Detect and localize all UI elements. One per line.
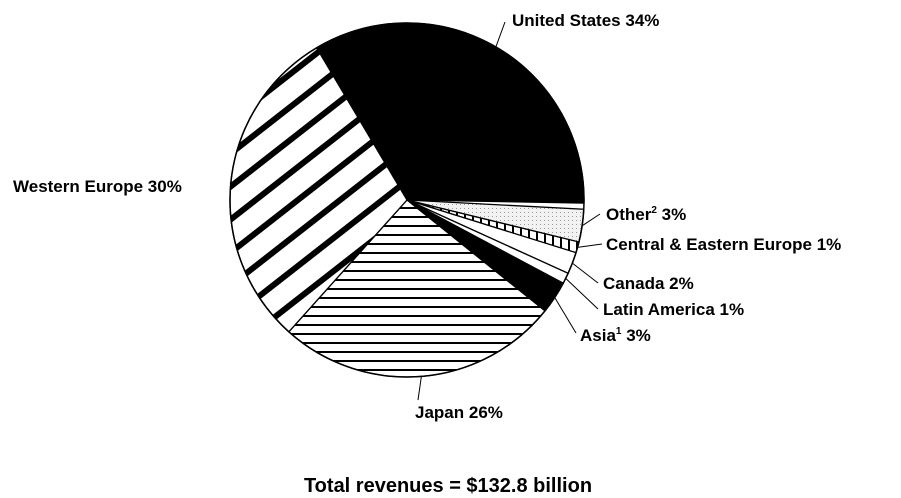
slice-label-other: Other2 3%: [606, 205, 686, 224]
slice-label-latin-america: Latin America 1%: [603, 300, 744, 319]
slice-label-us: United States 34%: [512, 11, 659, 30]
chart-caption: Total revenues = $132.8 billion: [304, 475, 592, 497]
pie-slices: [229, 22, 585, 378]
slice-label-western-europe: Western Europe 30%: [13, 177, 182, 196]
leader-line-cee: [577, 243, 603, 248]
leader-line-weurope: [229, 182, 232, 185]
leader-lines: [229, 21, 603, 401]
pie-outline: [229, 22, 585, 378]
slice-label-canada: Canada 2%: [603, 274, 694, 293]
slice-label-japan: Japan 26%: [415, 403, 503, 422]
leader-line-latam: [565, 277, 599, 310]
leader-line-us: [495, 21, 506, 48]
leader-line-other: [581, 213, 601, 227]
leader-line-japan: [417, 376, 422, 401]
leader-line-canada: [572, 262, 599, 284]
slice-label-central-eastern-europe: Central & Eastern Europe 1%: [606, 235, 841, 254]
slice-label-asia: Asia1 3%: [580, 326, 651, 345]
leader-line-asia: [554, 297, 577, 334]
